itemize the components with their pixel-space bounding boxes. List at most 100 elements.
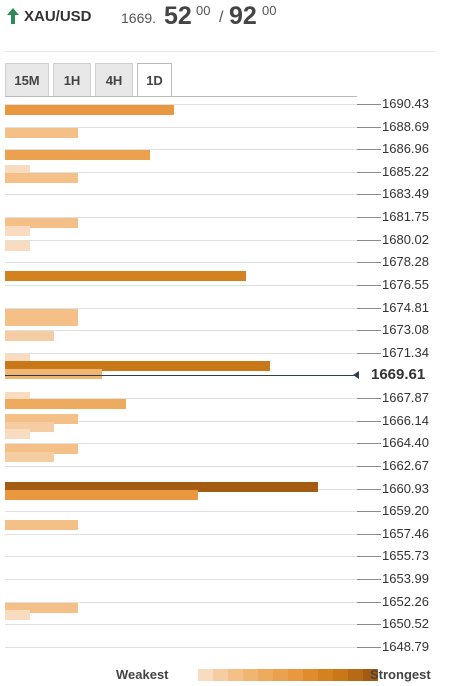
level-label: 1650.52 [382, 616, 429, 631]
tab-1h[interactable]: 1H [53, 63, 91, 96]
legend-color-scale [198, 669, 378, 681]
legend-strongest-label: Strongest [370, 667, 431, 682]
legend-swatch [348, 669, 363, 681]
level-tick [357, 104, 381, 105]
level-gridline [5, 398, 357, 399]
level-label: 1688.69 [382, 119, 429, 134]
up-arrow-icon [7, 8, 19, 24]
level-label: 1660.93 [382, 481, 429, 496]
current-price-marker [353, 371, 359, 379]
confluence-bar [5, 603, 78, 613]
confluence-bar [5, 331, 54, 341]
level-gridline [5, 353, 357, 354]
level-gridline [5, 127, 357, 128]
level-label: 1652.26 [382, 594, 429, 609]
divider [5, 51, 435, 52]
level-gridline [5, 534, 357, 535]
confluence-bar [5, 354, 30, 364]
confluence-bar [5, 150, 150, 160]
confluence-bar [5, 309, 78, 319]
level-label: 1673.08 [382, 322, 429, 337]
confluence-chart: 1690.43 1688.69 1686.96 1685.22 1683.49 1681.… [0, 96, 449, 656]
level-gridline [5, 217, 357, 218]
level-tick [357, 602, 381, 603]
level-gridline [5, 285, 357, 286]
level-gridline [5, 579, 357, 580]
level-gridline [5, 602, 357, 603]
legend-swatch [333, 669, 348, 681]
level-label: 1676.55 [382, 277, 429, 292]
confluence-bar [5, 490, 198, 500]
tab-4h[interactable]: 4H [95, 63, 133, 96]
level-tick [357, 624, 381, 625]
level-gridline [5, 172, 357, 173]
level-label: 1657.46 [382, 526, 429, 541]
confluence-bar [5, 271, 246, 281]
level-label: 1659.20 [382, 503, 429, 518]
confluence-bar [5, 422, 54, 432]
level-tick [357, 443, 381, 444]
ask-price: 92 [229, 2, 257, 30]
confluence-bar [5, 218, 78, 228]
level-label: 1690.43 [382, 96, 429, 111]
level-tick [357, 511, 381, 512]
confluence-bar [5, 241, 30, 251]
legend-swatch [273, 669, 288, 681]
level-tick [357, 556, 381, 557]
confluence-bar [5, 369, 102, 379]
level-tick [357, 217, 381, 218]
level-tick [357, 466, 381, 467]
legend-swatch [228, 669, 243, 681]
level-tick [357, 398, 381, 399]
level-gridline [5, 556, 357, 557]
level-gridline [5, 240, 357, 241]
level-gridline [5, 308, 357, 309]
legend-swatch [243, 669, 258, 681]
level-tick [357, 172, 381, 173]
level-label: 1680.02 [382, 232, 429, 247]
current-price-line [5, 375, 355, 376]
level-tick [357, 308, 381, 309]
level-label: 1678.28 [382, 254, 429, 269]
ask-fraction: 00 [262, 3, 277, 18]
level-gridline [5, 149, 357, 150]
confluence-bar [5, 392, 30, 402]
strength-legend: Weakest Strongest [0, 660, 449, 686]
level-tick [357, 353, 381, 354]
confluence-bar [5, 128, 78, 138]
level-gridline [5, 330, 357, 331]
level-tick [357, 262, 381, 263]
confluence-bar [5, 414, 78, 424]
confluence-bar [5, 610, 30, 620]
level-label: 1648.79 [382, 639, 429, 654]
level-tick [357, 285, 381, 286]
confluence-bar [5, 173, 78, 183]
legend-swatch [363, 669, 378, 681]
header: XAU/USD 1669. 52 00 / 92 00 [0, 0, 449, 34]
symbol-title: XAU/USD [24, 8, 92, 25]
level-tick [357, 127, 381, 128]
level-label: 1683.49 [382, 186, 429, 201]
level-label: 1655.73 [382, 548, 429, 563]
confluence-bar [5, 105, 174, 115]
level-tick [357, 330, 381, 331]
legend-swatch [303, 669, 318, 681]
level-label: 1686.96 [382, 141, 429, 156]
confluence-bar [5, 399, 126, 409]
level-gridline [5, 421, 357, 422]
level-label: 1653.99 [382, 571, 429, 586]
level-tick [357, 149, 381, 150]
tab-1d[interactable]: 1D [137, 63, 172, 97]
legend-weakest-label: Weakest [116, 667, 169, 682]
level-tick [357, 647, 381, 648]
level-label: 1667.87 [382, 390, 429, 405]
level-gridline [5, 624, 357, 625]
confluence-bar [5, 361, 270, 371]
level-gridline [5, 194, 357, 195]
tab-15m[interactable]: 15M [5, 63, 49, 96]
confluence-bar [5, 444, 78, 454]
level-gridline [5, 511, 357, 512]
legend-swatch [213, 669, 228, 681]
level-label: 1664.40 [382, 435, 429, 450]
bid-fraction: 00 [196, 3, 211, 18]
